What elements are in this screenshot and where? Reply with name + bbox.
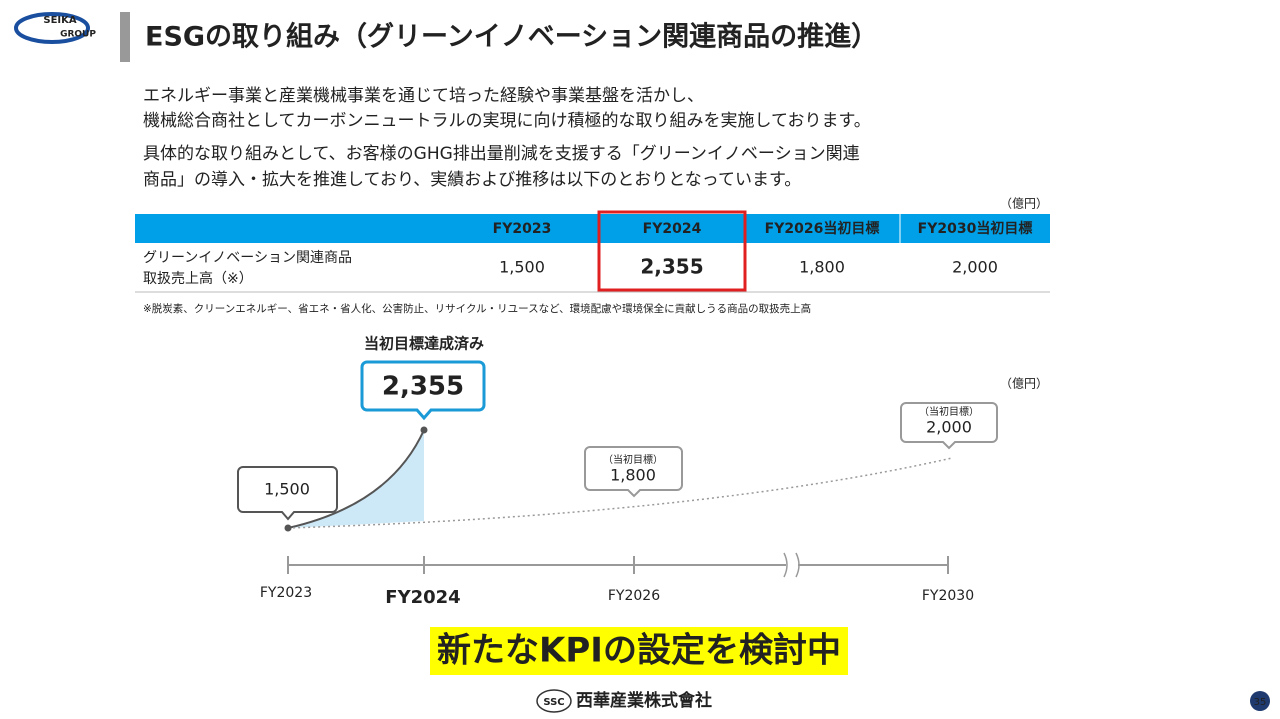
callout-tag: （当初目標） [919,405,979,418]
axis-label: FY2024 [385,587,460,608]
title: ESGの取り組み（グリーンイノベーション関連商品の推進） [145,21,878,53]
row-label: グリーンイノベーション関連商品 [143,250,352,266]
callout-value: 1,800 [610,466,656,485]
cell: 2,355 [640,255,703,279]
row-label: 取扱売上高（※） [143,270,253,287]
callout-value: 2,355 [382,372,464,402]
achieved-label: 当初目標達成済み [364,335,484,353]
axis-label: FY2030 [922,588,974,604]
axis-break [783,552,800,578]
callout [360,360,486,421]
logo-text: SEIKA [43,15,77,26]
title-bar [120,12,130,62]
page-number: 35 [1254,697,1267,708]
logo-ring [14,12,90,44]
intro-line: 具体的な取り組みとして、お客様のGHG排出量削減を支援する「グリーンイノベーショ… [143,144,860,164]
page-badge [1250,691,1270,711]
highlight-box [597,210,747,292]
axis-label: FY2023 [260,585,312,601]
unit: （億円） [1000,197,1048,211]
unit: （億円） [1000,377,1048,391]
intro-line: 機械総合商社としてカーボンニュートラルの実現に向け積極的な取り組みを実施しており… [143,111,871,131]
axis-label: FY2026 [608,588,660,604]
cell: 1,500 [499,258,545,277]
logo-text: GROUP [60,30,96,40]
growth-curve [287,429,425,529]
footer-mark-text: SSC [543,697,564,708]
callout [237,466,338,521]
banner [430,627,848,675]
banner-text: 新たなKPIの設定を検討中 [437,631,841,671]
footer-mark [536,689,572,713]
column-header: FY2023 [493,221,552,237]
footer-company: 西華産業株式會社 [576,690,712,711]
column-header: FY2024 [643,221,702,237]
intro-line: エネルギー事業と産業機械事業を通じて培った経験や事業基盤を活かし、 [143,86,704,106]
table-header [135,214,1050,243]
callout-value: 2,000 [926,418,972,437]
callout [584,446,683,498]
callout [900,402,998,450]
cell: 1,800 [799,258,845,277]
growth-area [288,430,424,528]
note: ※脱炭素、クリーンエネルギー、省エネ・省人化、公害防止、リサイクル・リユースなど… [143,302,811,315]
callout-tag: （当初目標） [603,453,663,466]
intro-line: 商品」の導入・拡大を推進しており、実績および推移は以下のとおりとなっています。 [143,170,801,190]
callout-value: 1,500 [264,480,310,499]
point [420,426,428,434]
column-header: FY2030当初目標 [918,220,1033,237]
column-header: FY2026当初目標 [765,220,880,237]
cell: 2,000 [952,258,998,277]
point [284,524,292,532]
